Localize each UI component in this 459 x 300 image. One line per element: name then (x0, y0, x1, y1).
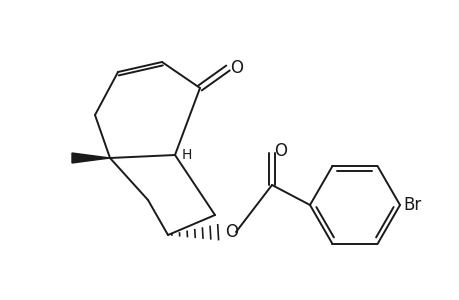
Text: O: O (224, 223, 237, 241)
Text: H: H (182, 148, 192, 162)
Text: Br: Br (402, 196, 420, 214)
Text: O: O (230, 59, 242, 77)
Polygon shape (72, 153, 110, 163)
Text: O: O (274, 142, 286, 160)
